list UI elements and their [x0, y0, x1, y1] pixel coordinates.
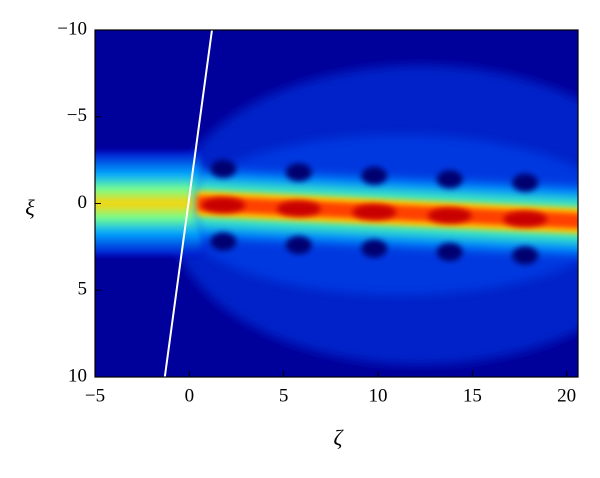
peak [352, 204, 397, 220]
dark-spot [285, 236, 312, 255]
dark-spot [512, 173, 539, 192]
dark-spot [210, 232, 237, 251]
x-tick-label: 10 [369, 385, 388, 406]
x-tick-label: 5 [279, 385, 289, 406]
peak [201, 197, 246, 214]
y-tick-label: 0 [78, 192, 88, 213]
dark-spot [361, 239, 388, 258]
peak [276, 200, 321, 217]
dark-spot [436, 170, 463, 189]
dark-spot [512, 246, 539, 265]
x-tick-label: 15 [463, 385, 482, 406]
y-tick-label: −10 [57, 18, 87, 39]
y-tick-label: −5 [67, 105, 87, 126]
x-tick-label: 20 [557, 385, 576, 406]
y-axis-label: ξ [25, 195, 35, 220]
y-tick-label: 10 [68, 365, 87, 386]
x-tick-label: 0 [185, 385, 195, 406]
y-tick-label: 5 [78, 279, 88, 300]
peak [503, 211, 548, 227]
beam [95, 151, 201, 256]
dark-spot [285, 163, 312, 182]
heatmap [95, 30, 578, 377]
x-axis-label: ζ [334, 425, 345, 450]
peak [427, 207, 472, 224]
x-tick-label: −5 [85, 385, 105, 406]
dark-spot [436, 243, 463, 262]
dark-spot [210, 159, 237, 178]
boundary-line [163, 30, 213, 377]
dark-spot [361, 166, 388, 185]
